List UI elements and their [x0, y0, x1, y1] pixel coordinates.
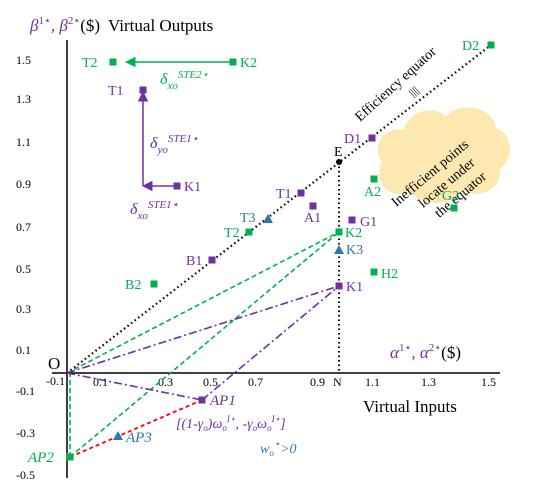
y-tick-label: 0.1 — [16, 343, 31, 357]
marker-h2 — [370, 268, 378, 276]
label-k3: K3 — [346, 243, 363, 258]
label-t1_top: T1 — [108, 84, 124, 99]
y-tick-label: 0.9 — [16, 177, 31, 191]
label-h2: H2 — [381, 267, 398, 282]
n-label: N — [333, 375, 342, 389]
marker-t3 — [263, 214, 273, 223]
red-dash-ap2-ap1 — [69, 399, 203, 458]
x-tick-label: 0.1 — [93, 375, 108, 389]
x-tick-label: 0.3 — [158, 375, 173, 389]
x-tick-label: 0.9 — [310, 375, 325, 389]
x-tick-label: -0.1 — [46, 374, 65, 388]
marker-ap3 — [113, 431, 123, 440]
marker-t2_top — [109, 58, 117, 66]
y-tick-label: -0.5 — [16, 468, 35, 482]
marker-b2 — [150, 280, 158, 288]
label-a1: A1 — [304, 211, 321, 226]
label-g2: G2 — [442, 189, 459, 204]
marker-d2 — [487, 41, 495, 49]
label-ap3: AP3 — [125, 430, 152, 446]
weight-condition: wo⋆>0 — [260, 439, 297, 458]
x-tick-label: 1.5 — [481, 375, 496, 389]
y-tick-label: 1.3 — [16, 92, 31, 106]
x-tick-label: 0.5 — [203, 375, 218, 389]
point-e — [336, 159, 342, 165]
x-axis-caption: α1⋆, α2⋆($) — [390, 342, 461, 362]
green-dash-ap2-k2 — [69, 231, 340, 458]
y-tick-label: 1.1 — [16, 135, 31, 149]
marker-ap2 — [66, 453, 74, 461]
inefficient-note-cloud — [377, 107, 511, 203]
equator-mark: |||| — [407, 84, 422, 99]
y-tick-label: 1.5 — [16, 53, 31, 67]
label-k2: K2 — [345, 226, 362, 241]
marker-k1_low — [173, 182, 181, 190]
x-tick-label: 1.1 — [365, 375, 380, 389]
y-tick-label: -0.3 — [16, 426, 35, 440]
purple-dashdot-ap1-k1 — [201, 285, 340, 401]
marker-a2 — [370, 175, 378, 183]
x-axis-label: Virtual Inputs — [363, 397, 457, 416]
marker-k3 — [334, 245, 344, 254]
delta-xo-ste2: δxoSTE2⋆ — [160, 69, 209, 92]
marker-t1_top — [139, 86, 147, 94]
marker-b1 — [208, 256, 216, 264]
marker-g2 — [450, 204, 458, 212]
x-tick-label: 0.7 — [248, 375, 263, 389]
marker-g1 — [348, 216, 356, 224]
marker-k2 — [335, 228, 343, 236]
label-t2: T2 — [224, 226, 240, 241]
marker-t2 — [245, 228, 253, 236]
label-k1_low: K1 — [184, 180, 201, 195]
label-t2_top: T2 — [82, 56, 98, 71]
marker-t1 — [297, 189, 305, 197]
y-tick-label: -0.1 — [16, 384, 35, 398]
marker-ap1 — [198, 396, 206, 404]
x-tick-labels: -0.1 0.1 0.3 0.5 0.7 0.9 1.1 1.3 1.5 — [46, 374, 496, 389]
x-tick-label: 1.3 — [421, 375, 436, 389]
efficiency-equator-line — [66, 44, 492, 374]
label-g1: G1 — [360, 215, 377, 230]
label-t3: T3 — [240, 211, 256, 226]
y-tick-label: 0.3 — [16, 302, 31, 316]
label-t1: T1 — [276, 187, 292, 202]
label-b2: B2 — [125, 278, 141, 293]
marker-k1 — [335, 282, 343, 290]
label-k1: K1 — [346, 280, 363, 295]
label-d1: D1 — [344, 132, 361, 147]
origin-label: O — [48, 354, 60, 373]
label-ap2: AP2 — [27, 450, 54, 466]
label-d2: D2 — [462, 39, 479, 54]
marker-d1 — [368, 134, 376, 142]
label-ap1: AP1 — [209, 393, 236, 409]
chart-title: β1⋆, β2⋆($) Virtual Outputs — [29, 15, 213, 35]
marker-k2_top — [229, 58, 237, 66]
label-b1: B1 — [186, 254, 202, 269]
e-label: E — [334, 145, 343, 160]
purple-dashdot-origin-k1 — [66, 285, 340, 374]
green-dash-origin-k2 — [66, 231, 340, 374]
delta-xo-ste1: δxoSTE1⋆ — [130, 199, 179, 222]
marker-a1 — [309, 202, 317, 210]
y-tick-label: 0.5 — [16, 262, 31, 276]
purple-dashdot-origin-ap1 — [66, 372, 203, 401]
label-a2: A2 — [364, 185, 381, 200]
delta-yo-ste1: δyoSTE1⋆ — [150, 133, 199, 156]
label-k2_top: K2 — [240, 56, 257, 71]
y-tick-labels: 1.5 1.3 1.1 0.9 0.7 0.5 0.3 0.1 -0.1 -0.3 -0.5 — [16, 53, 35, 482]
y-tick-label: 0.7 — [16, 220, 31, 234]
projection-formula: [(1-γo)ωoI⋆, -γoωoI⋆] — [176, 414, 286, 433]
